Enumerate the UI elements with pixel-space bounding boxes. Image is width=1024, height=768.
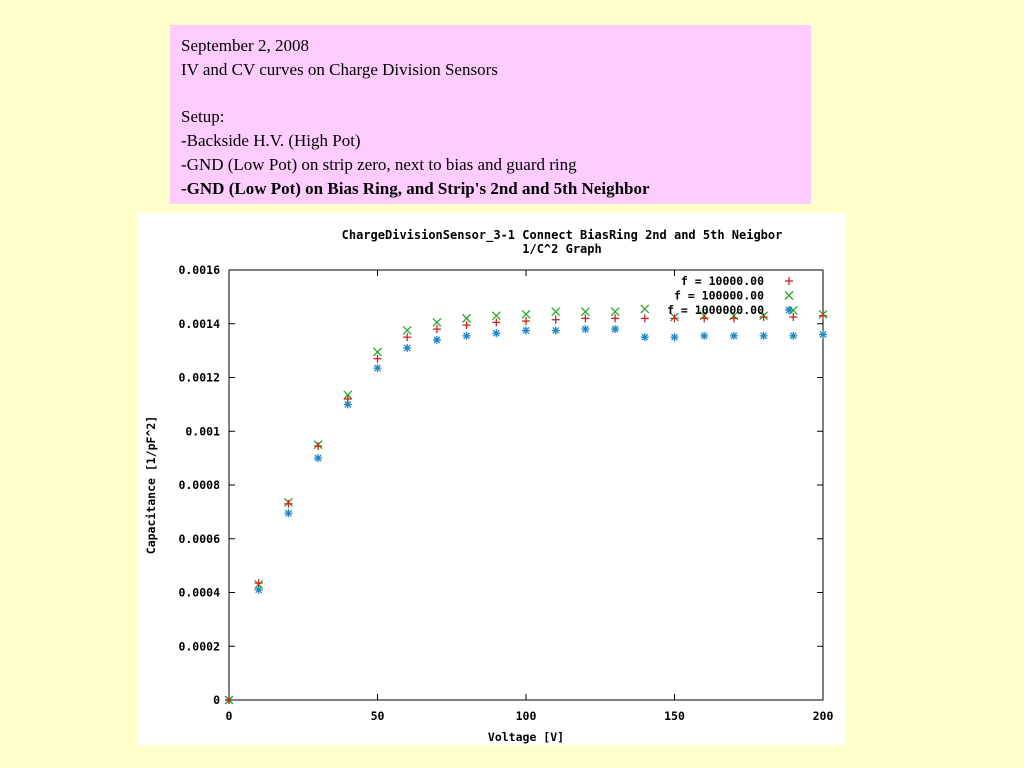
data-point [581,314,590,323]
data-point [462,331,471,340]
chart-subtitle: 1/C^2 Graph [522,242,601,256]
y-tick-label: 0.0002 [178,639,220,653]
x-tick-label: 100 [516,709,537,723]
chart-title: ChargeDivisionSensor_3-1 Connect BiasRin… [342,228,783,243]
notes-box: September 2, 2008 IV and CV curves on Ch… [170,25,811,204]
legend-label: f = 10000.00 [681,274,764,288]
x-tick-label: 150 [664,709,685,723]
y-axis-label: Capacitance [1/pF^2] [144,416,158,554]
notes-setup-heading: Setup: [181,107,225,126]
notes-date: September 2, 2008 [181,36,309,55]
data-point [373,364,382,373]
data-point [580,307,590,317]
data-point [373,347,382,357]
data-point [789,313,798,322]
data-point [522,326,530,335]
data-point [403,343,412,352]
legend-marker [784,291,794,300]
notes-setup-item-1: -Backside H.V. (High Pot) [181,131,361,150]
y-tick-label: 0 [213,693,220,707]
data-point [610,307,620,317]
data-point [462,313,472,323]
data-point [522,317,530,326]
data-point [551,326,560,335]
data-point [611,325,620,334]
y-tick-label: 0.0004 [178,586,220,600]
x-axis-label: Voltage [V] [488,730,564,744]
data-point [729,331,738,340]
data-point [254,579,263,588]
chart-svg: ChargeDivisionSensor_3-1 Connect BiasRin… [144,228,833,744]
data-point [403,333,412,342]
data-point [640,333,649,342]
data-point [611,314,620,323]
y-tick-label: 0.0012 [178,371,220,385]
data-point [759,331,768,340]
data-point [521,309,531,319]
legend-label: f = 1000000.00 [667,303,764,317]
notes-spacer [181,82,811,105]
data-point [225,696,233,704]
data-point [819,330,827,339]
notes-setup-item-2: -GND (Low Pot) on strip zero, next to bi… [181,155,577,174]
data-point [700,331,709,340]
chart-panel: ChargeDivisionSensor_3-1 Connect BiasRin… [138,213,846,745]
y-tick-label: 0.0014 [178,317,220,331]
y-tick-label: 0.001 [185,424,220,438]
data-point [284,499,293,508]
data-point [462,321,471,330]
chart-legend: f = 10000.00f = 100000.00f = 1000000.00 [667,274,794,317]
axes-layer: 0 50 100 150 200 0 0.0002 0.0004 0.0006 0.0008 0.0… [178,263,833,723]
y-tick-label: 0.0006 [178,532,220,546]
data-point [640,314,649,323]
y-tick-label: 0.0008 [178,478,220,492]
data-point [551,315,560,324]
legend-marker [785,277,793,285]
data-point [551,307,561,317]
data-point [343,395,352,403]
x-tick-label: 0 [226,709,233,723]
notes-setup-highlight: -GND (Low Pot) on Bias Ring, and Strip's… [181,179,650,198]
data-point [432,317,442,327]
x-tick-label: 200 [813,709,834,723]
data-point [343,390,353,400]
legend-label: f = 100000.00 [674,289,764,303]
data-point [314,442,323,451]
data-point [700,314,709,323]
legend-marker [785,306,793,314]
data-point [581,325,590,334]
y-tick-label: 0.0016 [178,263,220,277]
data-point [759,313,768,322]
data-point [640,304,650,314]
data-point [789,331,798,340]
data-point [402,326,412,335]
data-point [729,314,738,323]
data-point [492,318,501,327]
data-point [491,311,501,321]
x-tick-label: 50 [371,709,385,723]
notes-subject: IV and CV curves on Charge Division Sens… [181,60,498,79]
data-point [670,333,679,342]
data-point [314,454,323,463]
points-layer [224,304,828,705]
data-point [254,585,263,594]
data-point [819,311,827,320]
data-point [284,509,293,518]
data-point [432,325,441,334]
data-point [373,354,382,363]
data-point [670,314,679,323]
data-point [492,329,501,338]
data-point [432,335,441,344]
